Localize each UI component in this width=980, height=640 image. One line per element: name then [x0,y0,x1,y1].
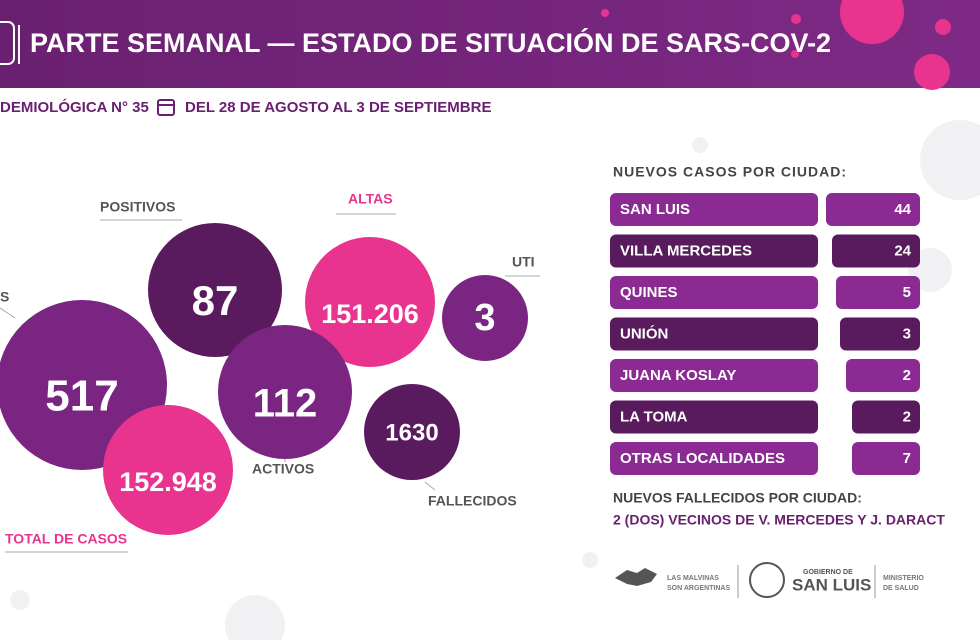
city-value: 5 [903,284,911,301]
city-value: 7 [903,450,911,467]
malvinas-line1: LAS MALVINAS [667,575,719,582]
calendar-icon [157,99,175,116]
bubble-value: 87 [192,277,239,324]
date-range: DEL 28 DE AGOSTO AL 3 DE SEPTIEMBRE [185,99,491,116]
bubble [442,275,528,361]
city-value-box [832,234,920,268]
bubble [103,405,233,535]
bubble-value: 151.206 [321,299,419,329]
report-number: DEMIOLÓGICA N° 35 [0,98,149,116]
city-name-box [610,276,818,309]
city-name: LA TOMA [620,408,688,425]
bubble-label: ACTIVOS [252,461,314,477]
city-name: SAN LUIS [620,201,690,218]
provincia-label: SAN LUIS [792,575,871,594]
city-name-box [610,193,818,226]
city-value-box [852,400,920,434]
city-name-box [610,359,818,392]
header-logo [0,21,15,65]
bubble-label: ALTAS [348,191,393,207]
city-name: UNIÓN [620,324,668,342]
city-name-box [610,234,818,268]
city-value: 44 [894,201,911,218]
city-value: 3 [903,325,911,342]
city-name: JUANA KOSLAY [620,367,736,384]
city-value: 2 [903,408,911,425]
bubbles: 517 S 87 POSITIVOS 151.206 ALTAS 3 UTI 112 ACTIVO… [0,191,540,553]
bubble-label: POSITIVOS [100,199,175,215]
city-name-box [610,400,818,434]
header-band [0,0,980,88]
city-value-box [840,317,920,351]
ministerio-line1: MINISTERIO [883,575,924,582]
city-value-box [836,276,920,309]
bubble [305,237,435,367]
ministerio-line2: DE SALUD [883,585,919,592]
cities-table: SAN LUIS 44 VILLA MERCEDES 24 QUINES 5 UNIÓN 3 J… [610,193,920,475]
bubble [364,384,460,480]
city-name: QUINES [620,284,678,301]
deaths-text: 2 (DOS) VECINOS DE V. MERCEDES Y J. DARA… [613,512,945,528]
bubble-value: 152.948 [119,467,217,497]
leader-line [0,307,16,319]
city-value-box [846,359,920,392]
footer-logos: LAS MALVINAS SON ARGENTINAS GOBIERNO DE … [615,562,924,598]
bubble-label: TOTAL DE CASOS [5,531,127,547]
city-value: 24 [894,242,911,259]
city-name-box [610,317,818,351]
bubble-value: 112 [253,382,318,426]
city-value-box [852,442,920,475]
header-decor [601,0,951,90]
malvinas-line2: SON ARGENTINAS [667,585,730,592]
cities-title: NUEVOS CASOS POR CIUDAD: [613,164,847,180]
city-name-box [610,442,818,475]
city-value: 2 [903,367,911,384]
gobierno-label: GOBIERNO DE [803,569,853,576]
bubble [148,223,282,357]
bubble-label: UTI [512,254,535,270]
bubble-value: 3 [474,297,495,339]
header-title: PARTE SEMANAL — ESTADO DE SITUACIÓN DE S… [30,27,831,58]
bubble-label: S [0,289,9,305]
city-name: OTRAS LOCALIDADES [620,450,785,467]
city-value-box [826,193,920,226]
leader-line [424,481,436,491]
bubble [218,325,352,459]
deaths-title: NUEVOS FALLECIDOS POR CIUDAD: [613,490,862,506]
bubble-value: 1630 [385,419,438,446]
city-name: VILLA MERCEDES [620,242,752,259]
bubble-label: FALLECIDOS [428,493,517,509]
bubble-value: 517 [45,372,118,421]
